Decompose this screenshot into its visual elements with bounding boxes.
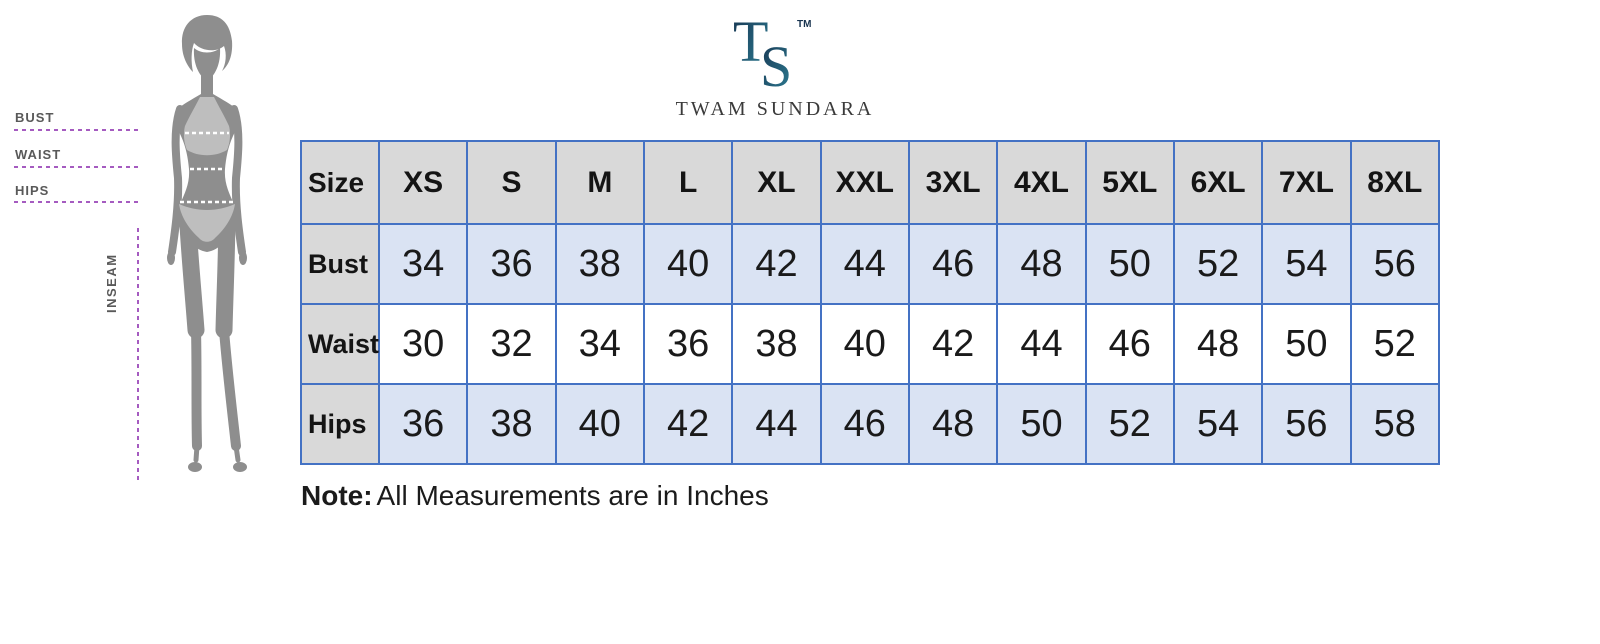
cell-hips-m: 40	[554, 383, 645, 465]
figure-left-ankle	[193, 443, 200, 463]
brand-name: TWAM SUNDARA	[675, 98, 875, 120]
bust-guide-label: BUST	[15, 110, 55, 125]
figure-left-hand	[167, 251, 175, 265]
figure-right-hand	[239, 251, 247, 265]
figure-face	[193, 48, 221, 81]
note-prefix: Note:	[301, 480, 373, 511]
cell-bust-7xl: 54	[1261, 223, 1352, 305]
header-row: Size XS S M L XL XXL 3XL 4XL 5XL 6XL 7XL 8XL	[300, 140, 1441, 225]
column-header-xxl: XXL	[819, 140, 910, 225]
row-waist: Waist 30 32 34 36 38 40 42 44 46 48 50 52	[300, 303, 1441, 385]
cell-waist-7xl: 50	[1261, 303, 1352, 385]
row-header-waist: Waist	[300, 303, 380, 385]
row-bust: Bust 34 36 38 40 42 44 46 48 50 52 54 56	[300, 223, 1441, 305]
cell-bust-8xl: 56	[1349, 223, 1441, 305]
column-header-4xl: 4XL	[996, 140, 1087, 225]
cell-bust-l: 40	[642, 223, 734, 305]
column-header-xl: XL	[731, 140, 822, 225]
trademark-symbol: TM	[797, 19, 811, 30]
cell-hips-xs: 36	[377, 383, 469, 465]
column-header-size: Size	[300, 140, 380, 225]
waist-guide-label: WAIST	[15, 147, 62, 162]
cell-waist-xs: 30	[377, 303, 469, 385]
ts-monogram: T S TM	[733, 14, 811, 94]
cell-bust-3xl: 46	[907, 223, 999, 305]
figure-bikini-bottom	[179, 204, 235, 242]
figure-left-arm	[168, 105, 184, 256]
cell-hips-6xl: 54	[1172, 383, 1264, 465]
figure-right-foot	[233, 462, 247, 472]
figure-neck	[201, 72, 213, 98]
cell-bust-6xl: 52	[1172, 223, 1264, 305]
cell-waist-xxl: 40	[819, 303, 910, 385]
row-header-bust: Bust	[300, 223, 380, 305]
cell-waist-3xl: 42	[907, 303, 999, 385]
inseam-guide-line	[137, 228, 139, 480]
figure-hair	[181, 15, 233, 72]
cell-bust-4xl: 48	[996, 223, 1087, 305]
cell-hips-3xl: 48	[907, 383, 999, 465]
column-header-8xl: 8XL	[1349, 140, 1441, 225]
cell-bust-xl: 42	[731, 223, 822, 305]
cell-waist-6xl: 48	[1172, 303, 1264, 385]
cell-waist-4xl: 44	[996, 303, 1087, 385]
cell-bust-xxl: 44	[819, 223, 910, 305]
brand-logo: T S TM TWAM SUNDARA	[620, 14, 930, 121]
column-header-l: L	[642, 140, 734, 225]
cell-waist-l: 36	[642, 303, 734, 385]
cell-hips-s: 38	[466, 383, 557, 465]
bust-guide-line	[14, 129, 141, 131]
figure-right-arm	[230, 105, 246, 256]
column-header-m: M	[554, 140, 645, 225]
column-header-s: S	[466, 140, 557, 225]
cell-hips-8xl: 58	[1349, 383, 1441, 465]
cell-bust-m: 38	[554, 223, 645, 305]
cell-waist-8xl: 52	[1349, 303, 1441, 385]
measurement-note: Note: All Measurements are in Inches	[301, 480, 769, 512]
cell-waist-s: 32	[466, 303, 557, 385]
cell-waist-m: 34	[554, 303, 645, 385]
row-header-hips: Hips	[300, 383, 380, 465]
cell-hips-5xl: 52	[1084, 383, 1175, 465]
hips-guide-line	[14, 201, 141, 203]
column-header-5xl: 5XL	[1084, 140, 1175, 225]
cell-hips-xl: 44	[731, 383, 822, 465]
column-header-3xl: 3XL	[907, 140, 999, 225]
cell-bust-s: 36	[466, 223, 557, 305]
monogram-letter-s: S	[760, 34, 792, 94]
cell-waist-xl: 38	[731, 303, 822, 385]
inseam-guide-label: INSEAM	[104, 253, 119, 313]
cell-hips-l: 42	[642, 383, 734, 465]
cell-bust-5xl: 50	[1084, 223, 1175, 305]
monogram-letter-t: T	[733, 14, 768, 74]
figure-right-ankle	[233, 443, 241, 463]
female-figure-silhouette	[167, 15, 247, 472]
figure-left-foot	[188, 462, 202, 472]
note-text: All Measurements are in Inches	[376, 480, 769, 511]
cell-bust-xs: 34	[377, 223, 469, 305]
column-header-6xl: 6XL	[1172, 140, 1264, 225]
figure-left-calf	[191, 325, 202, 451]
row-hips: Hips 36 38 40 42 44 46 48 50 52 54 56 58	[300, 383, 1441, 465]
waist-guide-line	[14, 166, 141, 168]
figure-bikini-top	[183, 97, 231, 156]
figure-right-calf	[219, 325, 241, 451]
size-chart-table: Size XS S M L XL XXL 3XL 4XL 5XL 6XL 7XL 8XL Bust 34 3…	[300, 140, 1441, 465]
cell-hips-xxl: 46	[819, 383, 910, 465]
cell-hips-7xl: 56	[1261, 383, 1352, 465]
column-header-xs: XS	[377, 140, 469, 225]
cell-waist-5xl: 46	[1084, 303, 1175, 385]
cell-hips-4xl: 50	[996, 383, 1087, 465]
column-header-7xl: 7XL	[1261, 140, 1352, 225]
hips-guide-label: HIPS	[15, 183, 50, 198]
